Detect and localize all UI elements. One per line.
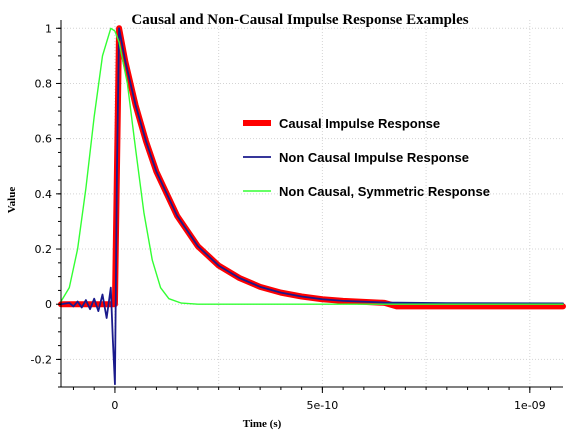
series-lines [58,25,566,386]
legend-label: Causal Impulse Response [279,116,440,131]
y-tick-label: 0.4 [35,188,53,201]
y-tick-label: 0.8 [35,77,53,90]
y-tick-label: 0.6 [35,133,53,146]
x-tick-label: 0 [111,399,118,412]
series-line-3 [60,27,564,305]
legend-label: Non Causal, Symmetric Response [279,184,490,199]
y-axis-label: Value [6,187,18,214]
series-line-2 [60,27,564,386]
ticks: -0.2 0 0.2 0.4 0.6 0.8 1 0 5e-10 1e-09 [31,22,552,412]
chart-title: Causal and Non-Causal Impulse Response E… [131,12,468,28]
y-tick-label: -0.2 [31,353,52,366]
y-tick-label: 1 [45,22,52,35]
legend: Causal Impulse Response Non Causal Impuls… [243,116,490,199]
x-tick-label: 5e-10 [307,399,339,412]
x-axis-label: Time (s) [243,418,282,430]
y-tick-label: 0 [45,298,52,311]
grid [61,20,563,387]
x-tick-label: 1e-09 [514,399,546,412]
series-line-1 [58,25,566,310]
legend-label: Non Causal Impulse Response [279,150,469,165]
y-tick-label: 0.2 [35,243,53,256]
